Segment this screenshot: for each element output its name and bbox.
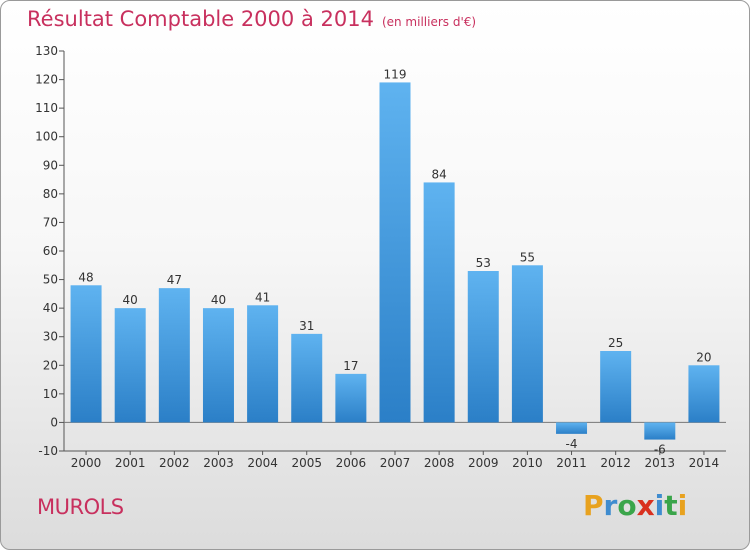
data-label-2004: 41 (255, 290, 270, 304)
bar-2008 (423, 182, 455, 423)
bar-2002 (158, 288, 190, 423)
bar-2009 (467, 271, 499, 423)
data-label-2011: -4 (566, 437, 578, 451)
y-tick-label: 130 (35, 44, 58, 58)
data-label-2005: 31 (299, 319, 314, 333)
bar-2006 (335, 373, 367, 423)
data-label-2009: 53 (476, 256, 491, 270)
y-tick-label: 10 (43, 387, 58, 401)
x-tick-label: 2009 (468, 456, 499, 470)
chart-unit: (en milliers d'€) (381, 15, 477, 29)
bar-2000 (70, 285, 102, 423)
y-tick-label: 50 (43, 273, 58, 287)
y-tick-label: 0 (50, 415, 58, 429)
bar-2011 (556, 422, 588, 434)
x-tick-label: 2014 (689, 456, 720, 470)
data-label-2010: 55 (520, 250, 535, 264)
x-tick-label: 2006 (336, 456, 367, 470)
bar-2012 (600, 351, 632, 423)
chart-axes: -10 0 10 20 30 40 50 60 70 80 90 100 110 120 130 2000 20… (35, 44, 726, 470)
chart-title-block: Résultat Comptable 2000 à 2014 (en millie… (27, 7, 476, 31)
data-label-2000: 48 (78, 270, 93, 284)
bar-2005 (291, 333, 323, 423)
logo-letter: x (636, 489, 655, 522)
city-name: MUROLS (37, 495, 124, 519)
y-tick-label: 100 (35, 130, 58, 144)
x-tick-label: 2000 (71, 456, 102, 470)
x-tick-label: 2008 (424, 456, 455, 470)
chart-data-labels: 48 40 47 40 41 31 17 119 84 53 55 -4 25 -6 20 (78, 67, 711, 456)
logo-letter: r (603, 489, 618, 522)
bar-2010 (511, 265, 543, 423)
data-label-2008: 84 (431, 167, 446, 181)
data-label-2001: 40 (123, 293, 138, 307)
y-tick-label: -10 (38, 444, 58, 458)
y-tick-label: 40 (43, 301, 58, 315)
bar-2004 (247, 305, 279, 423)
chart-bars (70, 82, 720, 440)
logo-letter: P (583, 489, 604, 522)
chart-title: Résultat Comptable 2000 à 2014 (27, 7, 374, 31)
x-tick-label: 2001 (115, 456, 146, 470)
logo-letter: i (654, 489, 665, 522)
y-tick-label: 70 (43, 215, 58, 229)
data-label-2002: 47 (167, 273, 182, 287)
data-label-2012: 25 (608, 336, 623, 350)
logo-letter: o (617, 489, 637, 522)
x-tick-label: 2003 (203, 456, 234, 470)
bar-2007 (379, 82, 411, 423)
data-label-2014: 20 (696, 350, 711, 364)
y-tick-label: 110 (35, 101, 58, 115)
logo-letter: t (664, 489, 678, 522)
x-tick-label: 2005 (291, 456, 322, 470)
data-label-2006: 17 (343, 359, 358, 373)
x-tick-label: 2012 (600, 456, 631, 470)
y-tick-label: 120 (35, 73, 58, 87)
y-tick-label: 80 (43, 187, 58, 201)
y-tick-label: 20 (43, 358, 58, 372)
x-tick-label: 2007 (380, 456, 411, 470)
data-label-2013: -6 (654, 443, 666, 457)
x-tick-label: 2013 (645, 456, 676, 470)
x-tick-label: 2002 (159, 456, 190, 470)
y-tick-label: 60 (43, 244, 58, 258)
bar-2014 (688, 365, 720, 423)
x-tick-label: 2010 (512, 456, 543, 470)
y-tick-label: 30 (43, 330, 58, 344)
x-tick-label: 2004 (247, 456, 278, 470)
data-label-2003: 40 (211, 293, 226, 307)
bar-2001 (114, 308, 146, 423)
logo-letter: i (677, 489, 688, 522)
data-label-2007: 119 (384, 67, 407, 81)
bar-2003 (202, 308, 234, 423)
bar-2013 (644, 422, 676, 440)
y-tick-label: 90 (43, 158, 58, 172)
proxiti-logo: Proxiti (583, 489, 687, 522)
x-tick-label: 2011 (556, 456, 587, 470)
